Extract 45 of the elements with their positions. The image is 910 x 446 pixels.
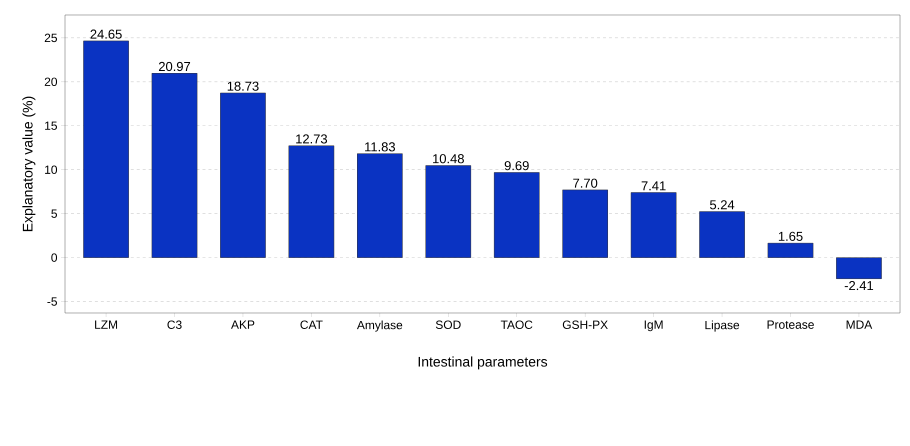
- bar: [630, 192, 676, 258]
- x-tick-label: TAOC: [500, 320, 532, 329]
- x-tick-label: LZM: [95, 320, 118, 329]
- data-label: 24.65: [90, 30, 122, 39]
- y-tick-label: 0: [51, 253, 58, 262]
- bar: [220, 92, 266, 258]
- bar: [836, 257, 882, 280]
- bar: [699, 211, 745, 258]
- y-tick-label: -5: [47, 297, 57, 306]
- bar: [494, 172, 540, 258]
- x-tick-label: MDA: [846, 320, 872, 329]
- y-tick-label: 25: [44, 34, 57, 42]
- x-tick-label: SOD: [436, 320, 461, 329]
- data-label: 11.83: [365, 142, 395, 152]
- bar: [562, 190, 608, 258]
- data-label: 9.69: [504, 161, 529, 170]
- x-tick-label: Protease: [768, 320, 814, 329]
- y-tick-label: 15: [45, 122, 57, 130]
- y-tick-label: 10: [45, 165, 58, 174]
- x-axis-title: Intestinal parameters: [418, 356, 548, 370]
- y-tick-label: 5: [51, 210, 57, 218]
- y-tick-label: 20: [44, 78, 58, 86]
- data-label: 7.70: [573, 178, 598, 188]
- x-tick-label: Amylase: [356, 320, 402, 332]
- x-tick-label: GSH-PX: [562, 320, 608, 329]
- x-tick-label: C3: [167, 320, 182, 329]
- bar: [83, 40, 129, 258]
- x-tick-label: CAT: [300, 320, 323, 329]
- bar: [425, 165, 472, 258]
- data-label: 7.41: [642, 181, 666, 190]
- data-label: 20.97: [158, 62, 190, 72]
- bar: [357, 153, 403, 258]
- data-label: 12.73: [296, 134, 328, 144]
- bar: [288, 145, 334, 258]
- bar: [768, 242, 814, 258]
- data-label: 18.73: [228, 82, 259, 91]
- y-axis-title: Explanatory value (%): [22, 96, 36, 232]
- data-label: 10.48: [433, 154, 464, 164]
- x-tick-label: Lipase: [705, 320, 740, 332]
- bar: [152, 73, 198, 258]
- x-tick-label: AKP: [231, 320, 254, 329]
- data-label: 5.24: [710, 200, 734, 210]
- data-label: -2.41: [844, 280, 874, 290]
- x-tick-label: IgM: [644, 320, 663, 332]
- data-label: 1.65: [778, 232, 803, 241]
